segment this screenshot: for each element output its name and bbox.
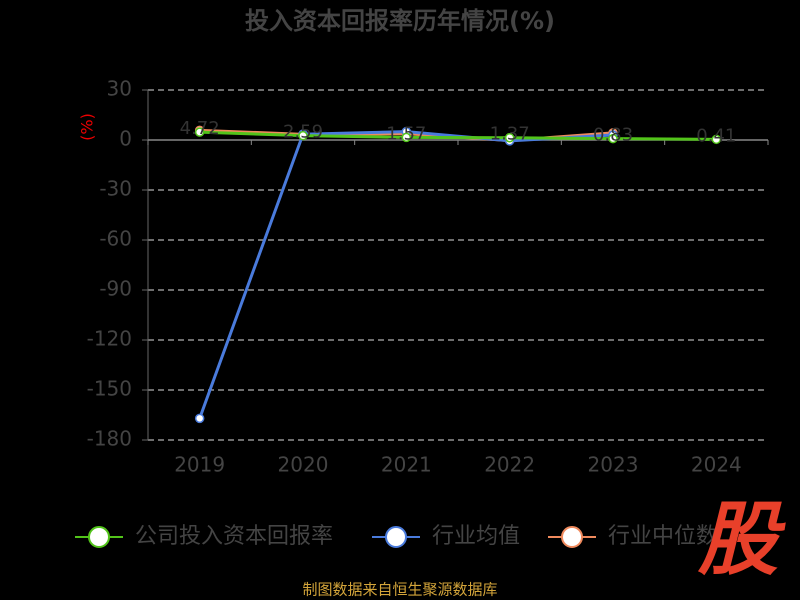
y-tick-label: -180 — [87, 427, 132, 451]
x-tick-label: 2019 — [174, 453, 225, 477]
data-point — [298, 130, 308, 141]
x-tick-label: 2023 — [588, 453, 639, 477]
data-point — [194, 413, 205, 424]
data-label: 4.72 — [180, 118, 220, 139]
x-tick-label: 2022 — [484, 453, 535, 477]
y-tick-label: -30 — [99, 177, 132, 201]
legend-label: 行业中位数 — [608, 524, 718, 549]
y-tick-label: -90 — [99, 277, 132, 301]
chart-title: 投入资本回报率历年情况(%) — [245, 7, 555, 35]
data-point — [711, 134, 722, 145]
watermark: 股 — [697, 493, 786, 586]
data-point — [504, 132, 515, 143]
data-point — [608, 133, 618, 144]
y-tick-label: 0 — [119, 127, 132, 151]
x-tick-label: 2024 — [691, 453, 742, 477]
y-axis-label: (%) — [78, 113, 97, 141]
source: 制图数据来自恒生聚源数据库 — [302, 581, 497, 599]
legend-marker — [385, 526, 407, 548]
legend-label: 行业均值 — [432, 524, 520, 549]
series-line — [199, 130, 717, 141]
y-tick-label: 30 — [107, 77, 132, 101]
y-tick-label: -150 — [87, 377, 132, 401]
data-label: 0.41 — [696, 125, 736, 146]
x-tick-label: 2021 — [381, 453, 432, 477]
data-point — [401, 132, 412, 143]
y-tick-label: -120 — [87, 327, 132, 351]
legend-marker — [561, 526, 583, 548]
data-label: 0.83 — [593, 125, 633, 146]
legend-marker — [88, 526, 110, 548]
data-label: 1.57 — [386, 123, 426, 144]
x-tick-label: 2020 — [278, 453, 329, 477]
legend-label: 公司投入资本回报率 — [135, 524, 333, 549]
data-label: 1.37 — [490, 124, 530, 145]
data-label: 2.59 — [283, 122, 323, 143]
data-point — [194, 127, 205, 137]
y-tick-label: -60 — [99, 227, 132, 251]
